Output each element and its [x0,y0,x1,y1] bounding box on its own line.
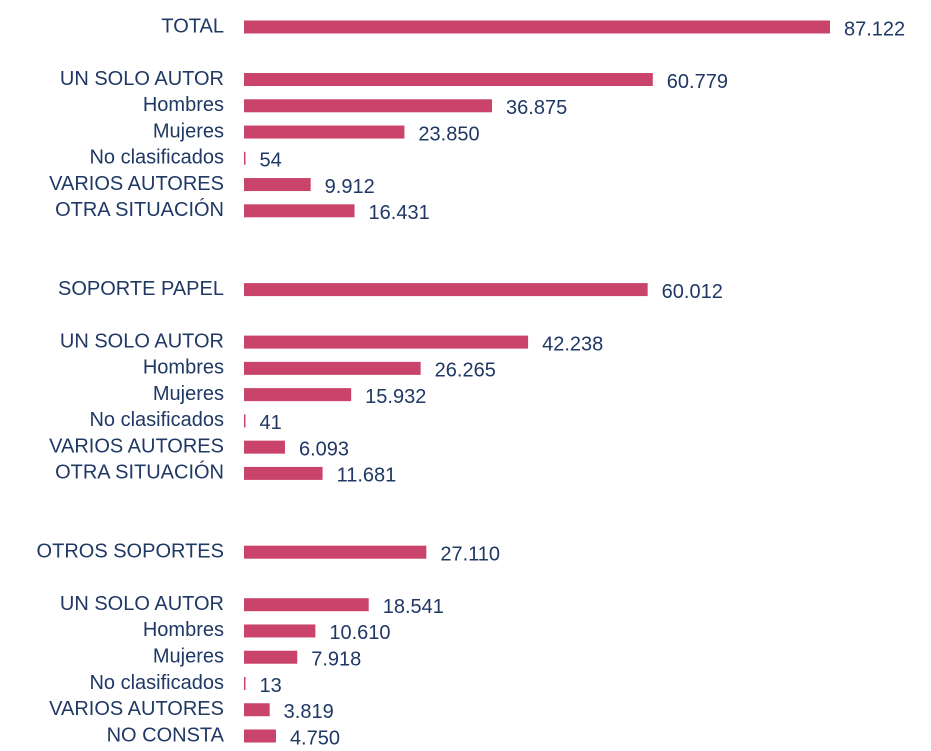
value-label: 13 [260,675,282,697]
bar [244,598,369,612]
bar [244,151,246,165]
category-label: NO CONSTA [107,724,225,746]
bar [244,204,355,218]
bar [244,335,529,349]
category-label: UN SOLO AUTOR [60,330,224,352]
category-label: VARIOS AUTORES [49,435,224,457]
category-label: TOTAL [161,15,224,37]
category-label: VARIOS AUTORES [49,173,224,195]
bar [244,361,421,375]
value-label: 16.431 [369,202,430,224]
category-label: Hombres [143,94,224,116]
category-label: No clasificados [89,409,224,431]
value-label: 18.541 [383,596,444,618]
category-label: Hombres [143,619,224,641]
bar [244,20,830,34]
category-label: Mujeres [153,120,224,142]
bar [244,729,276,743]
category-label: Hombres [143,357,224,379]
bar [244,676,246,690]
value-label: 23.850 [418,123,479,145]
bar [244,73,653,87]
category-label: OTRA SITUACIÓN [55,198,224,221]
value-label: 15.932 [365,386,426,408]
value-label: 26.265 [435,360,496,382]
value-label: 7.918 [311,649,361,671]
bar [244,414,246,428]
value-label: 9.912 [325,176,375,198]
bar [244,440,285,454]
bar [244,388,352,402]
bar [244,99,493,113]
value-label: 4.750 [290,727,340,749]
value-label: 3.819 [284,701,334,723]
category-label: Mujeres [153,646,224,668]
bar [244,178,311,192]
value-label: 10.610 [329,622,390,644]
value-label: 60.012 [662,281,723,303]
bar [244,545,427,559]
category-label: No clasificados [89,672,224,694]
value-label: 27.110 [440,543,500,565]
value-label: 87.122 [844,18,905,40]
bar [244,624,316,638]
category-label: OTROS SOPORTES [37,540,224,562]
bar [244,283,648,297]
bar [244,703,270,717]
value-label: 54 [260,150,282,172]
category-label: Mujeres [153,383,224,405]
category-label: UN SOLO AUTOR [60,68,224,90]
value-label: 11.681 [337,465,397,487]
value-label: 42.238 [542,333,603,355]
category-label: VARIOS AUTORES [49,698,224,720]
value-label: 36.875 [506,97,567,119]
bar [244,650,298,664]
value-label: 6.093 [299,438,349,460]
bar [244,466,323,480]
value-label: 41 [260,412,282,434]
category-label: No clasificados [89,147,224,169]
value-label: 60.779 [667,71,728,93]
category-label: SOPORTE PAPEL [58,278,224,300]
category-label: UN SOLO AUTOR [60,593,224,615]
category-label: OTRA SITUACIÓN [55,461,224,484]
bar [244,125,405,139]
